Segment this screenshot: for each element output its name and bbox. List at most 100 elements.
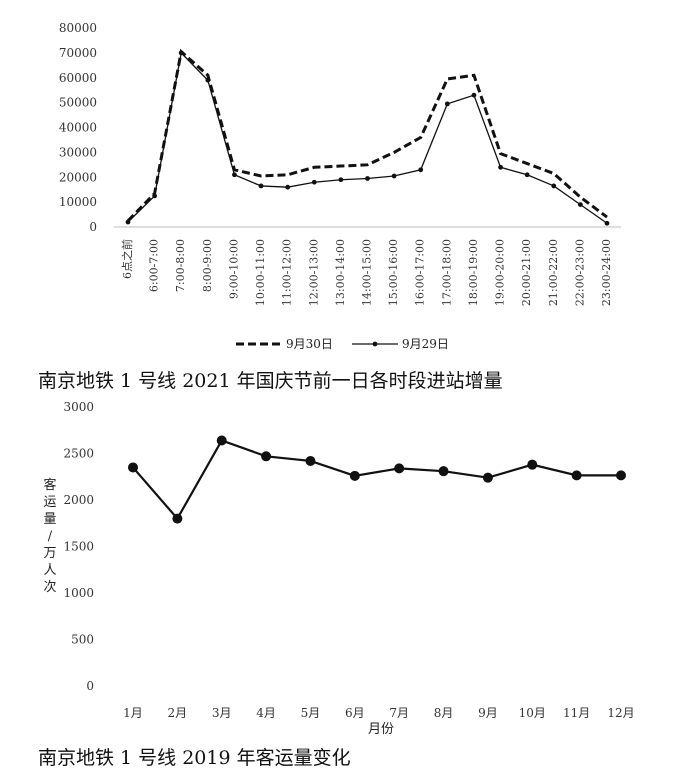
legend-marker-sep29: [372, 341, 378, 347]
hourly-entry-chart: 0 10000 20000 30000 40000 50000 60000 70000 8000…: [59, 21, 621, 351]
x-tick-label: 2月: [168, 706, 188, 720]
legend-label-sep30: 9月30日: [286, 337, 333, 351]
x-tick-label: 15:00-16:00: [387, 239, 400, 306]
x-tick-label: 10:00-11:00: [254, 239, 267, 306]
y-tick-label: 10000: [59, 195, 97, 209]
x-tick-label: 23:00-24:00: [600, 239, 613, 306]
data-point: [482, 472, 493, 483]
legend-label-sep29: 9月29日: [402, 337, 449, 351]
y-tick-label: 3000: [63, 400, 94, 414]
y-tick-label: 60000: [59, 71, 97, 85]
x-tick-label: 17:00-18:00: [440, 239, 453, 306]
x-tick-label: 7月: [389, 706, 409, 720]
y-axis-label-char: 次: [43, 579, 56, 595]
data-point: [261, 451, 272, 462]
data-point: [616, 470, 626, 481]
series-line-sep29: [127, 51, 608, 224]
x-tick-label: 6:00-7:00: [148, 239, 161, 292]
x-tick-label: 5月: [301, 706, 321, 720]
data-point: [551, 183, 557, 189]
legend: 9月30日 9月29日: [236, 337, 449, 351]
series-group: [128, 435, 626, 524]
x-axis-ticks: 6点之前 6:00-7:00 7:00-8:00 8:00-9:00 9:00-10:0…: [120, 239, 613, 306]
x-tick-label: 11月: [563, 706, 590, 720]
y-tick-label: 0: [86, 679, 94, 693]
data-point: [172, 513, 183, 524]
x-tick-label: 10月: [519, 706, 546, 720]
x-tick-label: 8月: [434, 706, 454, 720]
x-tick-label: 7:00-8:00: [174, 239, 187, 292]
x-tick-label: 21:00-22:00: [547, 239, 560, 306]
data-point: [305, 455, 316, 466]
series-group: [125, 48, 610, 226]
data-point: [152, 193, 158, 199]
data-point: [349, 470, 360, 481]
x-tick-label: 1月: [123, 706, 143, 720]
x-tick-label: 12月: [607, 706, 634, 720]
x-tick-label: 14:00-15:00: [361, 239, 374, 306]
x-tick-label: 9月: [478, 706, 498, 720]
y-tick-label: 50000: [59, 96, 97, 110]
x-tick-label: 9:00-10:00: [227, 239, 240, 299]
x-tick-label: 20:00-21:00: [520, 239, 533, 306]
series-line-ridership: [132, 439, 621, 521]
x-tick-label: 16:00-17:00: [414, 239, 427, 306]
y-axis-label-char: 客: [43, 477, 56, 493]
data-point: [205, 77, 211, 83]
data-point: [258, 183, 264, 189]
y-axis-ticks: 0 500 1000 1500 2000 2500 3000: [63, 400, 94, 693]
x-tick-label: 6月: [345, 706, 365, 720]
y-axis-label: 客运量 / 万人次: [43, 477, 56, 595]
data-point: [125, 219, 131, 225]
y-tick-label: 1000: [63, 586, 94, 600]
chart1-caption: 南京地铁 1 号线 2021 年国庆节前一日各时段进站增量: [38, 370, 503, 392]
y-tick-label: 70000: [59, 46, 97, 60]
x-tick-label: 6点之前: [120, 239, 134, 279]
y-axis-label-char: 万: [43, 546, 56, 561]
data-point: [394, 463, 405, 474]
x-tick-label: 4月: [256, 706, 276, 720]
y-tick-label: 40000: [59, 121, 97, 135]
x-tick-label: 13:00-14:00: [334, 239, 347, 306]
x-tick-label: 8:00-9:00: [201, 239, 214, 292]
data-point: [604, 220, 610, 226]
x-tick-label: 11:00-12:00: [281, 239, 294, 306]
y-axis-label-char: /: [48, 529, 53, 544]
y-tick-label: 0: [89, 220, 97, 234]
x-tick-label: 19:00-20:00: [494, 239, 507, 306]
data-point: [178, 50, 184, 56]
x-tick-label: 18:00-19:00: [467, 239, 480, 306]
chart2-caption: 南京地铁 1 号线 2019 年客运量变化: [38, 747, 351, 769]
data-point: [524, 172, 530, 178]
data-point: [527, 459, 538, 470]
data-point: [232, 172, 237, 178]
data-point: [365, 176, 370, 181]
y-tick-label: 2500: [63, 447, 94, 461]
x-axis-label: 月份: [368, 722, 394, 737]
data-point: [391, 173, 397, 179]
data-point: [128, 462, 138, 473]
data-point: [571, 470, 582, 481]
x-tick-label: 22:00-23:00: [573, 239, 586, 306]
y-axis-label-char: 量: [43, 512, 56, 527]
y-tick-label: 80000: [59, 21, 97, 35]
data-point: [577, 202, 583, 208]
y-tick-label: 2000: [63, 493, 94, 507]
x-axis-ticks: 1月 2月 3月 4月 5月 6月 7月 8月 9月 10月 11月 12月: [123, 706, 634, 720]
x-tick-label: 12:00-13:00: [307, 239, 320, 306]
monthly-ridership-chart: 0 500 1000 1500 2000 2500 3000 1月 2月 3月 4月 5月 6月 7月 8…: [43, 400, 634, 737]
data-point: [438, 466, 449, 477]
y-axis-label-char: 人: [43, 563, 56, 578]
y-tick-label: 30000: [59, 145, 97, 159]
data-point: [444, 101, 450, 107]
y-tick-label: 1500: [63, 540, 94, 554]
y-axis-label-char: 运: [43, 495, 56, 510]
series-line-sep30: [126, 48, 608, 222]
data-point: [311, 179, 317, 185]
data-point: [418, 167, 424, 173]
data-point: [285, 184, 291, 190]
data-point: [498, 164, 503, 170]
data-point: [216, 435, 227, 446]
y-axis-ticks: 0 10000 20000 30000 40000 50000 60000 70000 8000…: [59, 21, 97, 234]
data-point: [338, 177, 344, 183]
